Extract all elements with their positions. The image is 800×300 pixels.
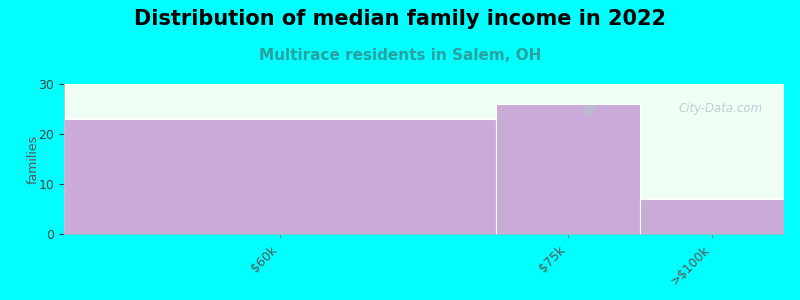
Y-axis label: families: families [26, 134, 39, 184]
Text: City-Data.com: City-Data.com [678, 102, 762, 115]
Text: Multirace residents in Salem, OH: Multirace residents in Salem, OH [259, 48, 541, 63]
Text: Distribution of median family income in 2022: Distribution of median family income in … [134, 9, 666, 29]
Bar [640, 199, 784, 234]
Text: ●: ● [582, 102, 596, 117]
Bar [496, 104, 640, 234]
Bar [64, 119, 496, 234]
